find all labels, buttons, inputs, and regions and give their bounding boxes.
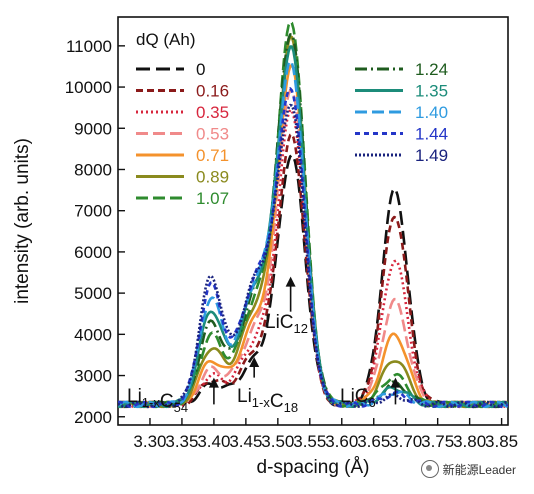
y-axis-label: intensity (arb. units) <box>12 138 33 304</box>
x-tick-label: 3.65 <box>357 432 390 451</box>
series-line-1-44 <box>118 87 508 409</box>
y-tick-label: 5000 <box>74 284 112 303</box>
x-tick-label: 3.70 <box>389 432 422 451</box>
x-tick-label: 3.45 <box>229 432 262 451</box>
legend-label: 1.40 <box>415 103 448 122</box>
series-line-1-24 <box>118 33 508 409</box>
x-tick-label: 3.50 <box>261 432 294 451</box>
series-line-0-89 <box>118 35 508 409</box>
legend-label: 1.07 <box>196 189 229 208</box>
legend-label: 0.89 <box>196 168 229 187</box>
x-tick-label: 3.55 <box>293 432 326 451</box>
x-tick-label: 3.60 <box>325 432 358 451</box>
legend-label: 0.71 <box>196 146 229 165</box>
annotation-arrowhead <box>208 377 219 388</box>
series-layer <box>118 20 508 409</box>
annotation-label: Li1-xC18 <box>237 386 298 415</box>
y-tick-label: 10000 <box>65 78 112 97</box>
legend-label: 1.24 <box>415 60 448 79</box>
series-line-1-07 <box>118 20 508 409</box>
y-tick-label: 11000 <box>66 37 112 56</box>
y-axis: 2000 3000 4000 5000 6000 7000 8000 9000 10000 110… <box>65 37 125 427</box>
x-tick-label: 3.40 <box>197 432 230 451</box>
series-line-0-53 <box>118 88 508 409</box>
x-tick-label: 3.35 <box>165 432 198 451</box>
legend-label: 1.35 <box>415 82 448 101</box>
annotations: Li1-xC54 Li1-xC18 LiC12 LiC6 <box>127 276 401 415</box>
legend-label: 1.49 <box>415 146 448 165</box>
y-tick-label: 8000 <box>74 160 112 179</box>
series-line-0-35 <box>118 108 508 409</box>
legend-label: 1.44 <box>415 125 448 144</box>
annotation-label: LiC12 <box>265 312 308 336</box>
y-tick-label: 2000 <box>74 408 112 427</box>
x-tick-label: 3.80 <box>453 432 486 451</box>
watermark-text: 新能源Leader <box>442 462 516 477</box>
legend-label: 0 <box>196 60 205 79</box>
x-tick-label: 3.30 <box>133 432 166 451</box>
plot-frame <box>117 16 509 426</box>
legend-label: 0.35 <box>196 103 229 122</box>
x-tick-label: 3.85 <box>485 432 518 451</box>
series-line-1-35 <box>118 45 508 409</box>
y-tick-label: 3000 <box>74 367 112 386</box>
x-tick-label: 3.75 <box>421 432 454 451</box>
y-tick-label: 6000 <box>74 243 112 262</box>
legend-title: dQ (Ah) <box>136 30 196 49</box>
y-tick-label: 4000 <box>74 325 112 344</box>
y-tick-label: 9000 <box>74 119 112 138</box>
series-line-1-40 <box>118 59 508 409</box>
x-axis: 3.303.353.403.453.503.553.603.653.703.75… <box>133 418 518 451</box>
legend-label: 0.53 <box>196 125 229 144</box>
annotation-arrowhead <box>390 377 401 388</box>
watermark: 新能源Leader <box>420 460 516 478</box>
series-line-0-71 <box>118 63 508 409</box>
annotation-arrowhead <box>285 276 296 287</box>
annotation-label: LiC6 <box>340 386 376 410</box>
series-line-1-49 <box>118 103 508 409</box>
watermark-icon <box>420 460 439 478</box>
legend-label: 0.16 <box>196 82 229 101</box>
y-tick-label: 7000 <box>74 202 112 221</box>
x-axis-label: d-spacing (Å) <box>257 457 370 478</box>
annotation-arrowhead <box>249 357 260 367</box>
legend: 0 0.16 0.35 0.53 0.71 0.89 1.07 1.24 1.35 1.40 1.4… <box>136 60 448 208</box>
annotation-label: Li1-xC54 <box>127 386 188 415</box>
